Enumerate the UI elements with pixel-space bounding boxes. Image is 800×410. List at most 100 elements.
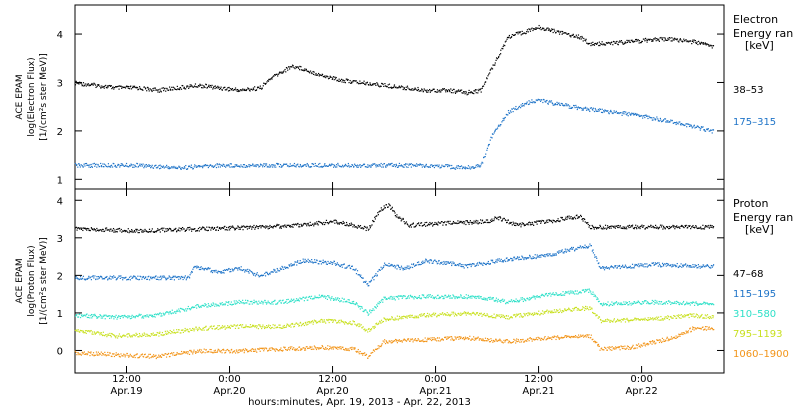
data-point (126, 86, 129, 88)
data-point (529, 30, 532, 32)
data-point (652, 262, 654, 264)
data-point (494, 129, 496, 132)
data-point (580, 292, 582, 294)
data-point (241, 225, 243, 227)
data-point (384, 207, 386, 209)
data-point (397, 295, 399, 297)
data-point (310, 322, 312, 324)
data-point (204, 304, 206, 306)
data-point (372, 163, 374, 165)
data-point (187, 305, 189, 308)
data-point (637, 40, 639, 42)
data-point (682, 265, 684, 268)
data-point (294, 300, 296, 302)
data-point (494, 300, 496, 302)
data-point (79, 81, 81, 83)
data-point (565, 251, 567, 253)
data-point (364, 281, 367, 283)
data-point (359, 323, 361, 325)
data-point (137, 166, 139, 168)
data-point (473, 263, 475, 265)
data-point (467, 266, 469, 269)
data-point (217, 328, 219, 331)
data-point (687, 264, 689, 267)
data-point (673, 37, 676, 39)
data-point (440, 262, 442, 264)
data-point (639, 226, 642, 228)
data-point (342, 320, 344, 323)
data-point (618, 41, 620, 43)
data-point (78, 330, 80, 333)
data-point (200, 87, 203, 89)
data-point (213, 303, 215, 305)
data-point (408, 265, 410, 267)
data-point (451, 167, 453, 169)
data-point (291, 66, 293, 68)
data-point (374, 306, 376, 308)
data-point (159, 88, 161, 90)
data-point (434, 259, 436, 261)
data-point (531, 257, 533, 260)
data-point (450, 92, 453, 94)
data-point (584, 39, 586, 41)
data-point (482, 298, 484, 301)
data-point (547, 29, 550, 31)
data-point (569, 292, 571, 294)
data-point (186, 86, 188, 88)
data-point (605, 266, 608, 268)
data-point (508, 300, 510, 302)
data-point (432, 297, 434, 299)
data-point (240, 164, 242, 166)
data-point (245, 89, 247, 92)
data-point (177, 310, 179, 312)
data-point (529, 255, 531, 257)
data-point (128, 278, 130, 280)
data-point (392, 165, 394, 167)
data-point (566, 33, 568, 35)
data-point (166, 330, 168, 332)
data-point (622, 42, 624, 44)
data-point (671, 37, 673, 39)
data-point (703, 301, 706, 303)
data-point (106, 315, 108, 317)
data-point (246, 88, 248, 91)
data-point (426, 260, 428, 262)
data-point (160, 167, 162, 169)
data-point (261, 87, 263, 89)
data-point (410, 163, 412, 165)
data-point (281, 265, 283, 268)
data-point (163, 227, 165, 229)
data-point (543, 255, 545, 257)
data-point (162, 334, 165, 336)
data-point (467, 93, 469, 95)
data-point (557, 251, 559, 253)
data-point (224, 304, 226, 306)
data-point (145, 335, 147, 337)
data-point (341, 321, 343, 323)
data-point (492, 298, 494, 300)
data-point (88, 166, 90, 168)
data-point (688, 264, 691, 267)
data-point (220, 272, 222, 274)
data-point (122, 279, 124, 281)
data-point (164, 313, 166, 315)
data-point (343, 263, 345, 265)
data-point (315, 72, 317, 75)
data-point (563, 219, 566, 221)
data-point (89, 331, 91, 333)
data-point (240, 266, 242, 268)
data-point (505, 221, 508, 224)
data-point (596, 110, 598, 112)
data-point (471, 221, 473, 224)
data-point (470, 263, 472, 265)
data-point (604, 303, 607, 305)
data-point (84, 279, 86, 281)
data-point (403, 166, 405, 168)
data-point (100, 87, 102, 89)
data-point (415, 224, 417, 226)
data-point (107, 279, 109, 281)
data-point (627, 225, 629, 227)
data-point (240, 301, 242, 303)
data-point (477, 223, 479, 225)
data-point (653, 264, 656, 266)
